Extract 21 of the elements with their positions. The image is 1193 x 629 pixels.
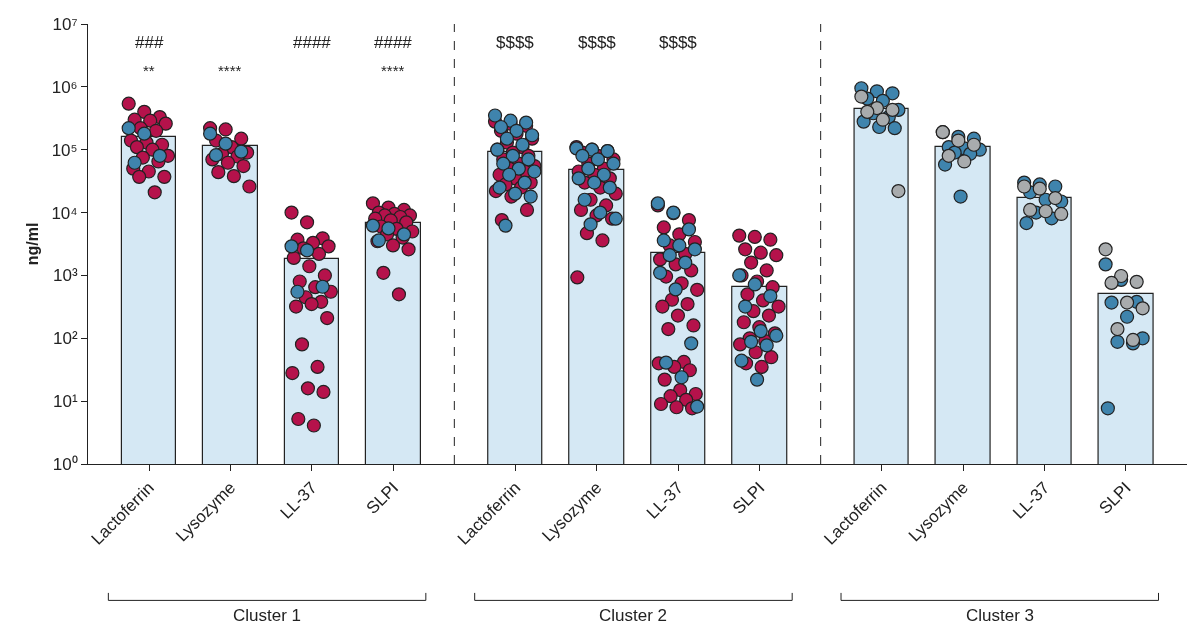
annotation: $$$$ bbox=[659, 33, 698, 52]
annotation: #### bbox=[293, 33, 332, 52]
y-tick-label: 10⁵ bbox=[51, 140, 78, 160]
annotation: **** bbox=[381, 62, 405, 79]
annotation: $$$$ bbox=[496, 33, 535, 52]
annotation: #### bbox=[374, 33, 413, 52]
y-tick-label: 10⁶ bbox=[51, 77, 78, 97]
y-tick-label: 10³ bbox=[53, 266, 78, 286]
x-axis-title: Cluster 2 bbox=[599, 606, 668, 625]
annotation: $$$$ bbox=[578, 33, 617, 52]
annotation: **** bbox=[218, 62, 242, 79]
x-axis-title: Cluster 3 bbox=[966, 606, 1035, 625]
y-tick-label: 10¹ bbox=[53, 392, 78, 412]
y-tick-label: 10⁰ bbox=[52, 454, 78, 474]
y-axis-title: ng/ml bbox=[24, 222, 42, 266]
y-tick-label: 10⁷ bbox=[52, 14, 78, 34]
x-axis-title: Cluster 1 bbox=[233, 606, 302, 625]
y-tick-label: 10² bbox=[53, 329, 78, 349]
annotation: ** bbox=[143, 62, 155, 79]
y-tick-label: 10⁴ bbox=[51, 203, 78, 223]
annotation: ### bbox=[135, 33, 164, 52]
